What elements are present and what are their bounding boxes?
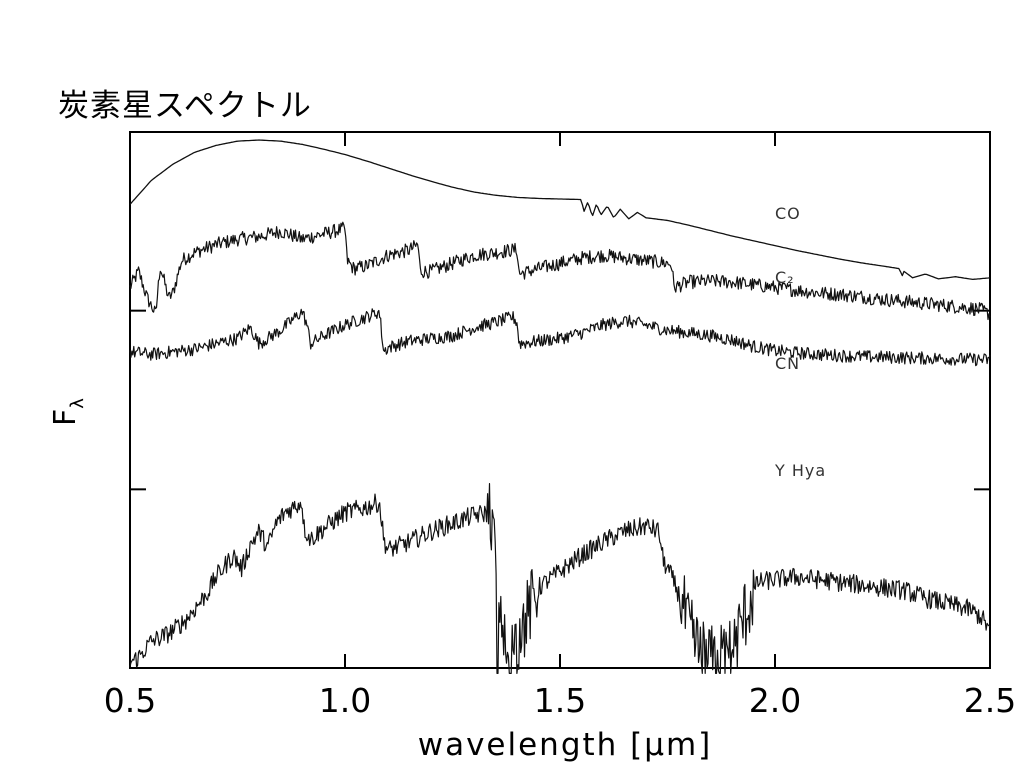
y-axis-ticks [130,309,990,491]
x-tick-label: 1.0 [319,681,371,720]
x-axis-ticks: 0.5 1.0 1.5 2.0 2.5 [104,132,1016,720]
series-label: Y Hya [774,461,826,480]
series-label: CO [775,204,801,223]
chart-title: 炭素星スペクトル [58,88,312,124]
series-label: C₂ [775,268,795,287]
series-label: CN [775,354,800,373]
x-tick-label: 1.5 [534,681,586,720]
x-tick-label: 0.5 [104,681,156,720]
y-axis-label-f: Fλ [48,398,88,426]
series-line-3 [129,483,991,674]
series-line-0 [129,139,991,281]
series-line-1 [129,221,991,321]
x-tick-label: 2.5 [964,681,1016,720]
series-line-2 [129,308,991,367]
x-tick-label: 2.0 [749,681,801,720]
x-axis-label: wavelength [μm] [418,727,713,763]
series-layer: CO C₂ CN Y Hya [129,139,991,674]
y-axis-label-sub: λ [67,398,88,409]
